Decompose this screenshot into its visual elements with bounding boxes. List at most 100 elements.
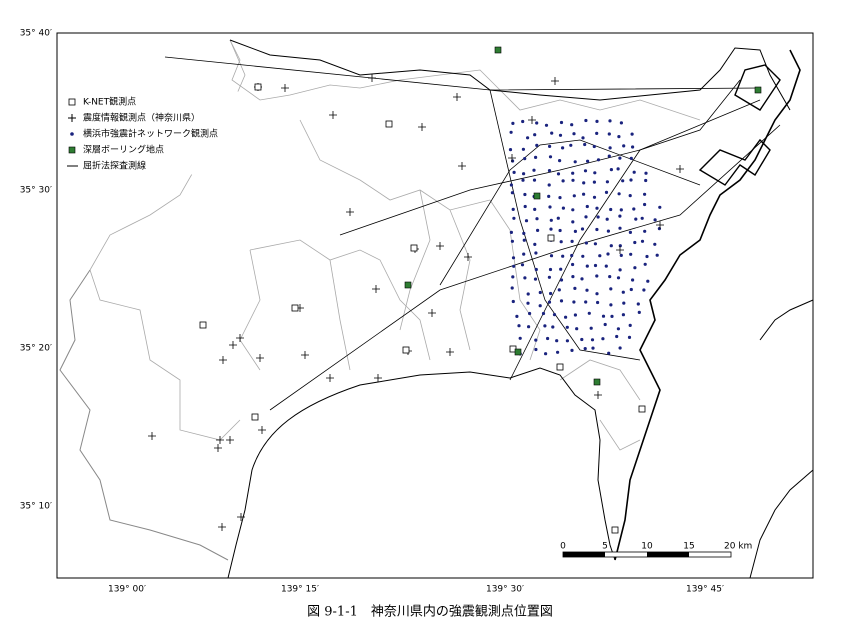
station-cross bbox=[229, 341, 237, 349]
station-dot bbox=[559, 278, 564, 282]
station-dot bbox=[547, 194, 551, 198]
station-cross bbox=[458, 162, 466, 170]
station-dot bbox=[585, 264, 589, 268]
station-dot bbox=[512, 264, 516, 268]
station-dot bbox=[511, 299, 515, 304]
station-dot bbox=[627, 335, 632, 339]
station-dot bbox=[640, 239, 645, 243]
station-dot bbox=[583, 347, 587, 351]
station-dot bbox=[511, 256, 516, 260]
station-dot bbox=[653, 218, 657, 222]
station-dot bbox=[543, 324, 547, 328]
station-dot bbox=[644, 171, 648, 175]
station-dot bbox=[583, 169, 588, 173]
station-dot bbox=[558, 133, 563, 137]
station-dot bbox=[582, 181, 586, 185]
station-dot bbox=[558, 228, 562, 233]
station-dot bbox=[596, 300, 600, 305]
station-dot bbox=[584, 118, 588, 123]
station-dot bbox=[557, 288, 561, 292]
station-dot bbox=[572, 300, 576, 304]
station-dot bbox=[595, 227, 599, 232]
station-dot bbox=[549, 227, 553, 231]
station-cross bbox=[258, 426, 266, 434]
station-dot bbox=[643, 229, 647, 233]
station-dot bbox=[550, 131, 554, 135]
lon-label: 139° 15′ bbox=[281, 585, 319, 595]
station-dot bbox=[618, 214, 622, 218]
lat-label: 35° 30′ bbox=[20, 186, 52, 196]
scale-label: 5 bbox=[602, 542, 608, 552]
station-dot bbox=[608, 146, 612, 150]
lon-label: 139° 30′ bbox=[486, 585, 524, 595]
station-dot bbox=[622, 144, 626, 148]
station-dot bbox=[535, 143, 539, 147]
station-dot bbox=[581, 254, 585, 258]
lat-label: 35° 40′ bbox=[20, 29, 52, 39]
station-cross bbox=[508, 154, 516, 162]
station-dot bbox=[642, 288, 646, 292]
station-dot bbox=[532, 178, 537, 182]
station-cross bbox=[368, 74, 376, 82]
station-dot bbox=[534, 251, 538, 255]
station-dot bbox=[549, 218, 553, 222]
station-dot bbox=[621, 290, 625, 294]
station-cross bbox=[218, 523, 226, 531]
station-dot bbox=[573, 229, 578, 233]
station-dot bbox=[628, 230, 633, 234]
station-dot bbox=[547, 169, 552, 173]
station-dot bbox=[606, 252, 610, 256]
station-dot bbox=[605, 217, 609, 221]
station-cross bbox=[216, 436, 224, 444]
station-dot bbox=[564, 315, 568, 319]
station-dot bbox=[522, 252, 526, 256]
station-dot bbox=[521, 178, 525, 182]
station-dot bbox=[618, 346, 622, 350]
station-dot bbox=[544, 352, 548, 356]
station-dot bbox=[558, 196, 562, 200]
station-dot bbox=[548, 155, 553, 159]
station-dot bbox=[565, 325, 569, 329]
station-dot bbox=[645, 254, 649, 259]
station-dot bbox=[565, 339, 570, 343]
station-dot bbox=[595, 206, 599, 210]
station-cross bbox=[237, 513, 245, 521]
station-dot bbox=[636, 302, 640, 306]
station-dot bbox=[595, 131, 599, 135]
station-dot bbox=[631, 145, 635, 149]
station-dot bbox=[616, 327, 621, 331]
station-dot bbox=[618, 268, 622, 272]
station-dot bbox=[544, 123, 549, 127]
station-dot bbox=[511, 275, 515, 279]
station-cross bbox=[428, 309, 436, 317]
station-dot bbox=[549, 254, 554, 258]
station-dot bbox=[522, 172, 526, 176]
station-dot bbox=[556, 350, 560, 354]
station-dot bbox=[595, 119, 599, 123]
station-cross bbox=[594, 391, 602, 399]
station-dot bbox=[633, 240, 637, 245]
station-dot bbox=[632, 170, 636, 174]
station-dot bbox=[534, 155, 538, 159]
station-dot bbox=[512, 170, 516, 174]
lat-label: 35° 10′ bbox=[20, 502, 52, 512]
station-dot bbox=[535, 217, 539, 221]
station-dot bbox=[616, 167, 620, 171]
station-dot bbox=[510, 191, 514, 195]
station-dot bbox=[609, 244, 613, 248]
station-dot bbox=[511, 121, 515, 125]
station-dot bbox=[524, 219, 529, 223]
station-dot bbox=[585, 204, 589, 209]
station-dot bbox=[584, 241, 589, 245]
station-dot bbox=[617, 135, 621, 139]
station-dot bbox=[517, 324, 521, 328]
station-dot bbox=[571, 220, 575, 224]
station-dot bbox=[621, 313, 626, 317]
station-cross bbox=[676, 165, 684, 173]
scale-label: 20 km bbox=[724, 542, 752, 552]
legend-label: 震度情報観測点（神奈川県） bbox=[83, 112, 200, 124]
station-dot bbox=[533, 242, 537, 246]
caption: 図 9-1-1 神奈川県内の強震観測点位置図 bbox=[307, 604, 553, 620]
station-cross bbox=[446, 348, 454, 356]
station-dot bbox=[628, 323, 632, 327]
